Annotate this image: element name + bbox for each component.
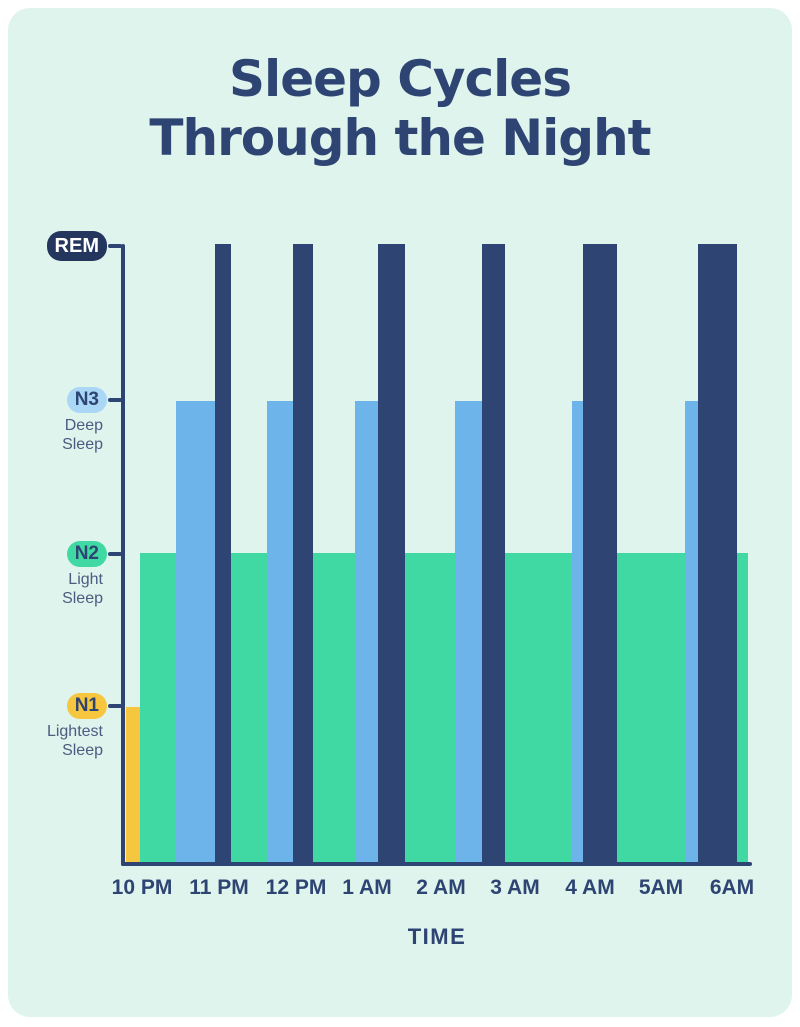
title-line-1: Sleep Cycles [229,50,572,108]
rem-bar [378,244,405,862]
stage-pill-rem: REM [46,231,107,261]
y-axis-label-n1: N1 Lightest Sleep [0,693,107,760]
stage-pill-n3: N3 [66,387,107,413]
y-axis-label-rem: REM [0,231,107,261]
x-tick-label-8: 5AM [638,876,684,899]
x-axis-line [121,862,752,866]
y-axis-tick-n3 [108,398,122,402]
page-title: Sleep Cycles Through the Night [0,50,800,168]
rem-bar [215,244,231,862]
stage-pill-n1: N1 [66,693,107,719]
rem-bar [482,244,505,862]
stage-sublabel-n2: Light Sleep [62,571,103,607]
y-axis-tick-n2 [108,552,122,556]
x-tick-label-3: 12 PM [265,876,327,899]
rem-bar [293,244,313,862]
y-axis-label-n2: N2 Light Sleep [0,541,107,608]
rem-bar [583,244,617,862]
rem-bar [698,244,737,862]
n2-bar [140,553,748,862]
n3-bar [267,401,293,862]
title-line-2: Through the Night [149,109,651,167]
y-axis-tick-rem [108,244,122,248]
x-tick-label-1: 10 PM [111,876,173,899]
x-tick-label-5: 2 AM [416,876,466,899]
n3-bar [355,401,378,862]
n3-bar [572,401,583,862]
x-tick-label-7: 4 AM [565,876,615,899]
stage-sublabel-n3: Deep Sleep [62,417,103,453]
y-axis-tick-n1 [108,704,122,708]
x-tick-label-2: 11 PM [189,876,249,899]
y-axis-label-n3: N3 Deep Sleep [0,387,107,454]
n3-bar [176,401,215,862]
stage-sublabel-n1: Lightest Sleep [46,723,103,759]
x-axis-title: TIME [407,924,467,949]
x-tick-label-6: 3 AM [490,876,540,899]
n3-bar [685,401,698,862]
x-tick-label-4: 1 AM [342,876,392,899]
x-tick-label-9: 6AM [709,876,755,899]
stage-pill-n2: N2 [66,541,107,567]
y-axis-line [121,244,125,866]
n3-bar [455,401,482,862]
n1-bar [126,707,140,862]
